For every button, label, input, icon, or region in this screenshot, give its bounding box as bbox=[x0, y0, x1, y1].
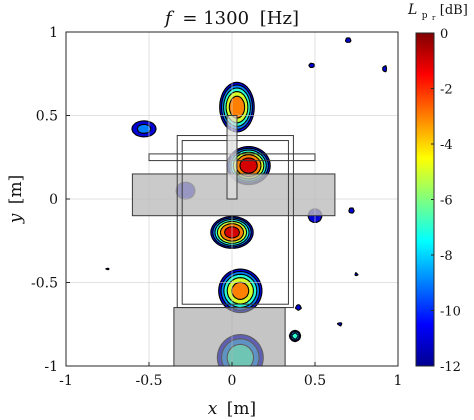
title-unit: [Hz] bbox=[260, 8, 299, 29]
y-tick-label-1: -0.5 bbox=[31, 276, 58, 292]
title-variable: f bbox=[163, 8, 175, 29]
x-tick-label-1: -0.5 bbox=[136, 373, 163, 389]
colorbar-tick-label-2: -4 bbox=[440, 138, 453, 153]
colorbar-tick-label-0: 0 bbox=[440, 27, 448, 42]
x-tick-label-0: -1 bbox=[59, 373, 73, 389]
title-value: = 1300 bbox=[182, 8, 249, 29]
chart-title: f = 1300 [Hz] bbox=[163, 8, 299, 29]
y-axis-ticks: -1 -0.5 0 0.5 1 bbox=[31, 25, 70, 375]
x-axis-label: x [m] bbox=[208, 399, 256, 419]
colorbar-ticks: 0 -2 -4 -6 -8 -10 -12 bbox=[431, 27, 461, 375]
y-tick-label-3: 0.5 bbox=[36, 109, 58, 125]
contour-line-level-5 bbox=[223, 157, 258, 239]
colorbar-tick-label-1: -2 bbox=[440, 83, 453, 98]
x-tick-label-2: 0 bbox=[228, 373, 237, 389]
colorbar-label: L p r [dB] bbox=[407, 2, 468, 24]
y-tick-label-4: 1 bbox=[49, 25, 58, 41]
geometry-overlays bbox=[131, 115, 336, 366]
colorbar-tick-label-6: -12 bbox=[440, 360, 461, 375]
x-axis-ticks: -1 -0.5 0 0.5 1 bbox=[59, 362, 402, 389]
x-tick-label-4: 1 bbox=[394, 373, 403, 389]
overlay-rect-1 bbox=[173, 307, 286, 366]
y-tick-label-2: 0 bbox=[49, 192, 58, 208]
colorbar-tick-label-4: -8 bbox=[440, 249, 453, 264]
y-axis-label: y [m] bbox=[6, 175, 26, 224]
colorbar-tick-label-5: -10 bbox=[440, 305, 461, 320]
overlay-rect-5 bbox=[226, 115, 238, 200]
colorbar-tick-label-3: -6 bbox=[440, 194, 453, 209]
y-tick-label-0: -1 bbox=[44, 359, 58, 375]
x-tick-label-3: 0.5 bbox=[304, 373, 326, 389]
